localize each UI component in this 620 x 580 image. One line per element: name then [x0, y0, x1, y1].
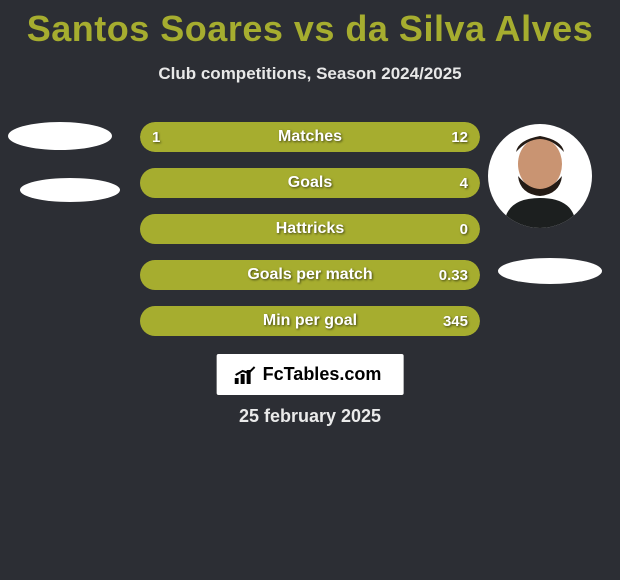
metric-value-right: 4 — [448, 168, 480, 198]
metric-value-right: 345 — [431, 306, 480, 336]
brand-badge[interactable]: FcTables.com — [217, 354, 404, 395]
metric-row: Goals per match0.33 — [140, 260, 480, 290]
metric-value-left: 1 — [140, 122, 172, 152]
metric-fill-right — [140, 306, 480, 336]
metric-value-right: 0.33 — [427, 260, 480, 290]
player-left-shape-1 — [8, 122, 112, 150]
avatar-icon — [488, 124, 592, 228]
player-left-shape-2 — [20, 178, 120, 202]
date-label: 25 february 2025 — [0, 406, 620, 427]
comparison-bars: Matches112Goals4Hattricks0Goals per matc… — [140, 122, 480, 352]
player-right-avatar — [488, 124, 592, 228]
brand-text: FcTables.com — [263, 364, 382, 385]
metric-row: Min per goal345 — [140, 306, 480, 336]
page-title: Santos Soares vs da Silva Alves — [0, 0, 620, 50]
metric-row: Goals4 — [140, 168, 480, 198]
metric-row: Matches112 — [140, 122, 480, 152]
metric-row: Hattricks0 — [140, 214, 480, 244]
metric-fill-right — [140, 168, 480, 198]
bars-icon — [235, 366, 257, 384]
metric-value-right: 12 — [439, 122, 480, 152]
metric-fill-right — [167, 122, 480, 152]
subtitle: Club competitions, Season 2024/2025 — [0, 64, 620, 84]
metric-fill-right — [140, 214, 480, 244]
player-right-shape — [498, 258, 602, 284]
metric-value-right: 0 — [448, 214, 480, 244]
